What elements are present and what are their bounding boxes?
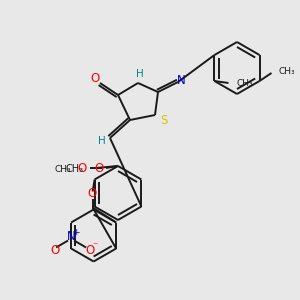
Text: CH₃: CH₃ [66,164,84,174]
Text: S: S [160,113,168,127]
Text: O: O [90,73,100,85]
Text: CH₃: CH₃ [54,164,71,173]
Text: O: O [87,187,96,200]
Text: O: O [77,161,87,175]
Text: +: + [72,228,80,237]
Text: O: O [94,161,103,175]
Text: ⁻: ⁻ [92,242,98,251]
Text: O: O [50,244,60,257]
Text: CH₃: CH₃ [236,79,253,88]
Text: N: N [67,230,76,243]
Text: CH₃: CH₃ [278,67,295,76]
Text: H: H [98,136,106,146]
Text: N: N [177,74,185,88]
Text: H: H [136,69,144,79]
Text: O: O [85,244,95,257]
